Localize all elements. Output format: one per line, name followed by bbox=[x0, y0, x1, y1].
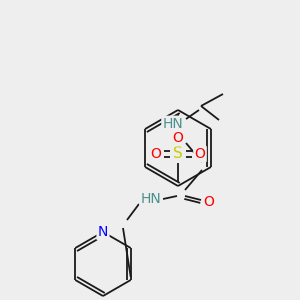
Text: HN: HN bbox=[141, 192, 161, 206]
Text: S: S bbox=[173, 146, 183, 161]
Text: O: O bbox=[195, 147, 206, 161]
Text: O: O bbox=[204, 195, 214, 209]
Text: HN: HN bbox=[163, 117, 183, 131]
Text: O: O bbox=[151, 147, 161, 161]
Text: N: N bbox=[98, 225, 108, 239]
Text: O: O bbox=[172, 131, 183, 145]
